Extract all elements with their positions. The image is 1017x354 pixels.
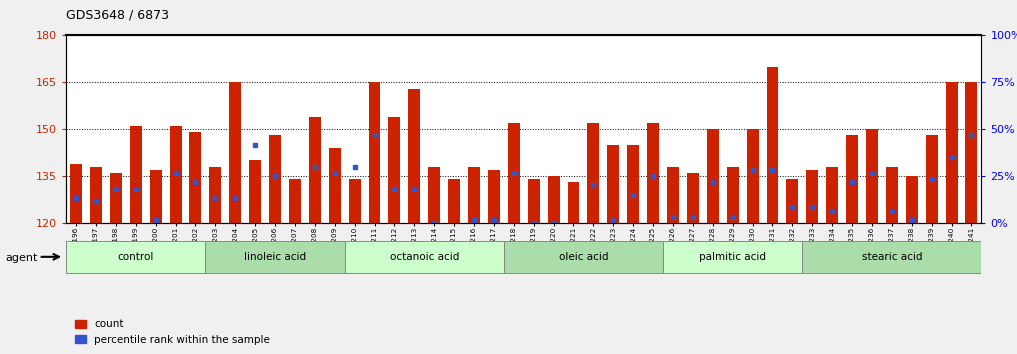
- Bar: [826, 167, 838, 223]
- Bar: [786, 179, 798, 223]
- Bar: [767, 67, 778, 223]
- Bar: [507, 123, 520, 223]
- Text: agent: agent: [5, 253, 38, 263]
- Bar: [368, 82, 380, 223]
- Text: palmitic acid: palmitic acid: [699, 252, 766, 262]
- Bar: [349, 179, 361, 223]
- Bar: [448, 179, 460, 223]
- Bar: [567, 182, 580, 223]
- Bar: [428, 167, 440, 223]
- Bar: [946, 82, 958, 223]
- Bar: [468, 167, 480, 223]
- Bar: [746, 129, 759, 223]
- Text: stearic acid: stearic acid: [861, 252, 922, 262]
- Bar: [588, 123, 599, 223]
- FancyBboxPatch shape: [205, 241, 345, 273]
- Bar: [846, 136, 858, 223]
- Bar: [965, 82, 977, 223]
- Bar: [229, 82, 241, 223]
- FancyBboxPatch shape: [503, 241, 663, 273]
- Text: control: control: [118, 252, 154, 262]
- Bar: [170, 126, 181, 223]
- Bar: [686, 173, 699, 223]
- Bar: [866, 129, 878, 223]
- Text: GDS3648 / 6873: GDS3648 / 6873: [66, 9, 169, 22]
- Bar: [249, 160, 261, 223]
- Text: linoleic acid: linoleic acid: [244, 252, 306, 262]
- Bar: [149, 170, 162, 223]
- Bar: [270, 136, 281, 223]
- Bar: [647, 123, 659, 223]
- Bar: [409, 88, 420, 223]
- Bar: [130, 126, 141, 223]
- Bar: [528, 179, 540, 223]
- FancyBboxPatch shape: [345, 241, 503, 273]
- Bar: [289, 179, 301, 223]
- FancyBboxPatch shape: [66, 241, 205, 273]
- Legend: count, percentile rank within the sample: count, percentile rank within the sample: [71, 315, 275, 349]
- Text: oleic acid: oleic acid: [558, 252, 608, 262]
- Bar: [189, 132, 201, 223]
- Bar: [886, 167, 898, 223]
- Bar: [707, 129, 719, 223]
- Bar: [607, 145, 619, 223]
- Bar: [89, 167, 102, 223]
- FancyBboxPatch shape: [802, 241, 981, 273]
- Text: octanoic acid: octanoic acid: [390, 252, 459, 262]
- Bar: [210, 167, 222, 223]
- Bar: [667, 167, 679, 223]
- Bar: [727, 167, 738, 223]
- Bar: [70, 164, 82, 223]
- Bar: [547, 176, 559, 223]
- Bar: [309, 117, 320, 223]
- Bar: [925, 136, 938, 223]
- Bar: [388, 117, 401, 223]
- Bar: [328, 148, 341, 223]
- FancyBboxPatch shape: [663, 241, 802, 273]
- Bar: [906, 176, 917, 223]
- Bar: [488, 170, 500, 223]
- Bar: [806, 170, 819, 223]
- Bar: [110, 173, 122, 223]
- Bar: [627, 145, 639, 223]
